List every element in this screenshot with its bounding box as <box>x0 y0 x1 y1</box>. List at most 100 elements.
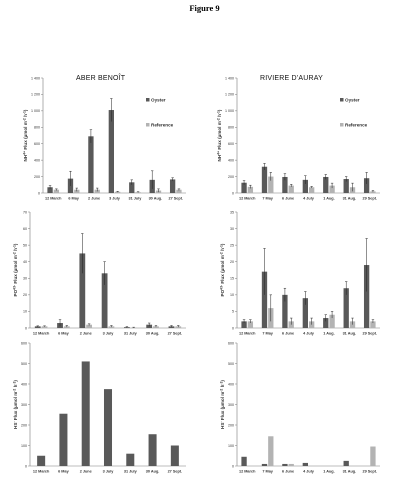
chart-auray-hs: 0 100 200 300 400 500 600 HS- Flux (µmol m-2 h-… <box>220 341 380 474</box>
y-tick-label: 100 <box>21 444 27 448</box>
x-tick-label: 6 May <box>58 332 69 336</box>
bar-reference-3 <box>309 321 315 328</box>
x-tick-label: 3 July <box>103 332 115 336</box>
bar-oyster-3 <box>101 273 108 328</box>
x-tick-label: 31 July <box>124 470 138 474</box>
bar-oyster-6 <box>170 445 179 466</box>
bar-oyster-5 <box>148 434 157 466</box>
bar-oyster-3 <box>103 389 113 466</box>
y-tick-label: 0 <box>232 191 234 195</box>
y-tick-label: 50 <box>23 243 27 247</box>
bar-oyster-0 <box>241 321 247 328</box>
y-tick-label: 70 <box>23 210 27 214</box>
x-tick-label: 29 Sept. <box>363 470 378 474</box>
x-tick-label: 4 July <box>303 332 315 336</box>
bar-reference-6 <box>370 321 376 328</box>
bar-reference-2 <box>288 185 294 193</box>
bar-reference-1 <box>268 436 274 466</box>
x-tick-label: 12 March <box>45 197 62 201</box>
legend-swatch-reference <box>146 123 150 127</box>
x-tick-label: 3 July <box>109 197 121 201</box>
bar-reference-3 <box>309 187 315 193</box>
x-tick-label: 6 May <box>68 197 79 201</box>
x-tick-label: 31 Aug. <box>343 470 357 474</box>
bar-reference-2 <box>288 321 294 328</box>
chart-aber-po4: 0 10 20 30 40 50 60 70 PO43- Flux (µmol m-2 h-1)… <box>13 210 186 336</box>
bar-oyster-4 <box>323 176 329 193</box>
y-tick-label: 200 <box>34 175 40 179</box>
bar-oyster-3 <box>302 298 308 328</box>
y-tick-label: 200 <box>21 423 27 427</box>
x-tick-label: 7 May <box>262 470 273 474</box>
x-tick-label: 2 June <box>80 470 92 474</box>
bar-oyster-0 <box>37 455 46 466</box>
x-tick-label: 4 July <box>303 197 315 201</box>
chart-aber-hs: 0 100 200 300 400 500 600 HS- Flux (µmol m-2 h-… <box>13 341 186 474</box>
bar-oyster-6 <box>168 326 175 328</box>
bar-oyster-6 <box>363 265 370 328</box>
legend-swatch-reference <box>340 123 344 127</box>
legend-label-oyster: Oyster <box>345 98 360 103</box>
x-tick-label: 12 March <box>33 470 50 474</box>
y-tick-label: 10 <box>23 310 27 314</box>
bar-reference-4 <box>135 192 141 193</box>
y-tick-label: 500 <box>228 362 234 366</box>
y-axis-label: HS- Flux (µmol m-2 h-1) <box>13 380 19 429</box>
bar-reference-3 <box>108 326 115 328</box>
y-tick-label: 20 <box>230 260 234 264</box>
chart-aber-nh4: 0 200 400 600 800 1 000 1 200 1 400 NH4+ Flux (µ… <box>23 76 186 201</box>
bar-reference-6 <box>176 189 182 193</box>
bar-oyster-0 <box>241 456 247 466</box>
bar-oyster-0 <box>47 187 53 193</box>
x-tick-label: 4 July <box>303 470 315 474</box>
y-tick-label: 1 400 <box>225 76 234 80</box>
y-tick-label: 600 <box>228 341 234 345</box>
y-tick-label: 300 <box>228 403 234 407</box>
y-tick-label: 200 <box>228 175 234 179</box>
y-tick-label: 25 <box>230 243 234 247</box>
bar-oyster-4 <box>323 318 329 328</box>
y-tick-label: 35 <box>230 210 234 214</box>
chart-auray-nh4: 0 200 400 600 800 1 000 1 200 1 400 NH4+ Flux (µ… <box>217 76 380 201</box>
x-tick-label: 7 May <box>262 332 273 336</box>
x-tick-label: 31 Aug. <box>343 197 357 201</box>
y-tick-label: 0 <box>25 464 27 468</box>
legend-label-reference: Reference <box>345 123 368 128</box>
x-tick-label: 31 July <box>124 332 138 336</box>
y-tick-label: 10 <box>230 293 234 297</box>
x-tick-label: 3 July <box>103 470 115 474</box>
y-tick-label: 1 000 <box>225 109 234 113</box>
bar-oyster-1 <box>59 413 68 466</box>
x-tick-label: 31 Aug. <box>343 332 357 336</box>
bar-oyster-3 <box>302 179 308 193</box>
column-title-riviere-dauray: RIVIERE D'AURAY <box>260 75 323 82</box>
bar-reference-5 <box>349 321 356 328</box>
bar-reference-6 <box>370 446 376 466</box>
bar-oyster-6 <box>169 179 176 193</box>
column-title-aber-benoit: ABER BENOÎT <box>76 75 126 82</box>
y-tick-label: 60 <box>23 227 27 231</box>
y-tick-label: 1 200 <box>225 93 234 97</box>
bar-oyster-3 <box>302 462 308 466</box>
x-tick-label: 30 Aug. <box>149 197 163 201</box>
x-tick-label: 6 June <box>282 332 294 336</box>
x-tick-label: 12 March <box>239 470 256 474</box>
chart-auray-po4: 0 5 10 15 20 25 30 35 PO43- Flux (µmol m-2 h-1) 1… <box>220 210 380 336</box>
y-tick-label: 400 <box>34 158 40 162</box>
bar-reference-0 <box>41 326 48 328</box>
x-tick-label: 1 Aug. <box>323 197 334 201</box>
y-tick-label: 1 000 <box>31 109 40 113</box>
bar-oyster-3 <box>108 110 114 193</box>
x-tick-label: 6 June <box>282 470 294 474</box>
bar-oyster-2 <box>88 136 94 193</box>
bar-reference-3 <box>115 191 121 193</box>
y-tick-label: 1 400 <box>31 76 40 80</box>
x-tick-label: 29 Sept. <box>363 197 378 201</box>
x-tick-label: 7 May <box>262 197 273 201</box>
bar-reference-5 <box>153 326 159 328</box>
y-tick-label: 30 <box>23 277 27 281</box>
y-tick-label: 5 <box>232 310 234 314</box>
bar-oyster-5 <box>343 179 349 193</box>
y-tick-label: 600 <box>21 341 27 345</box>
bar-oyster-0 <box>34 326 41 328</box>
